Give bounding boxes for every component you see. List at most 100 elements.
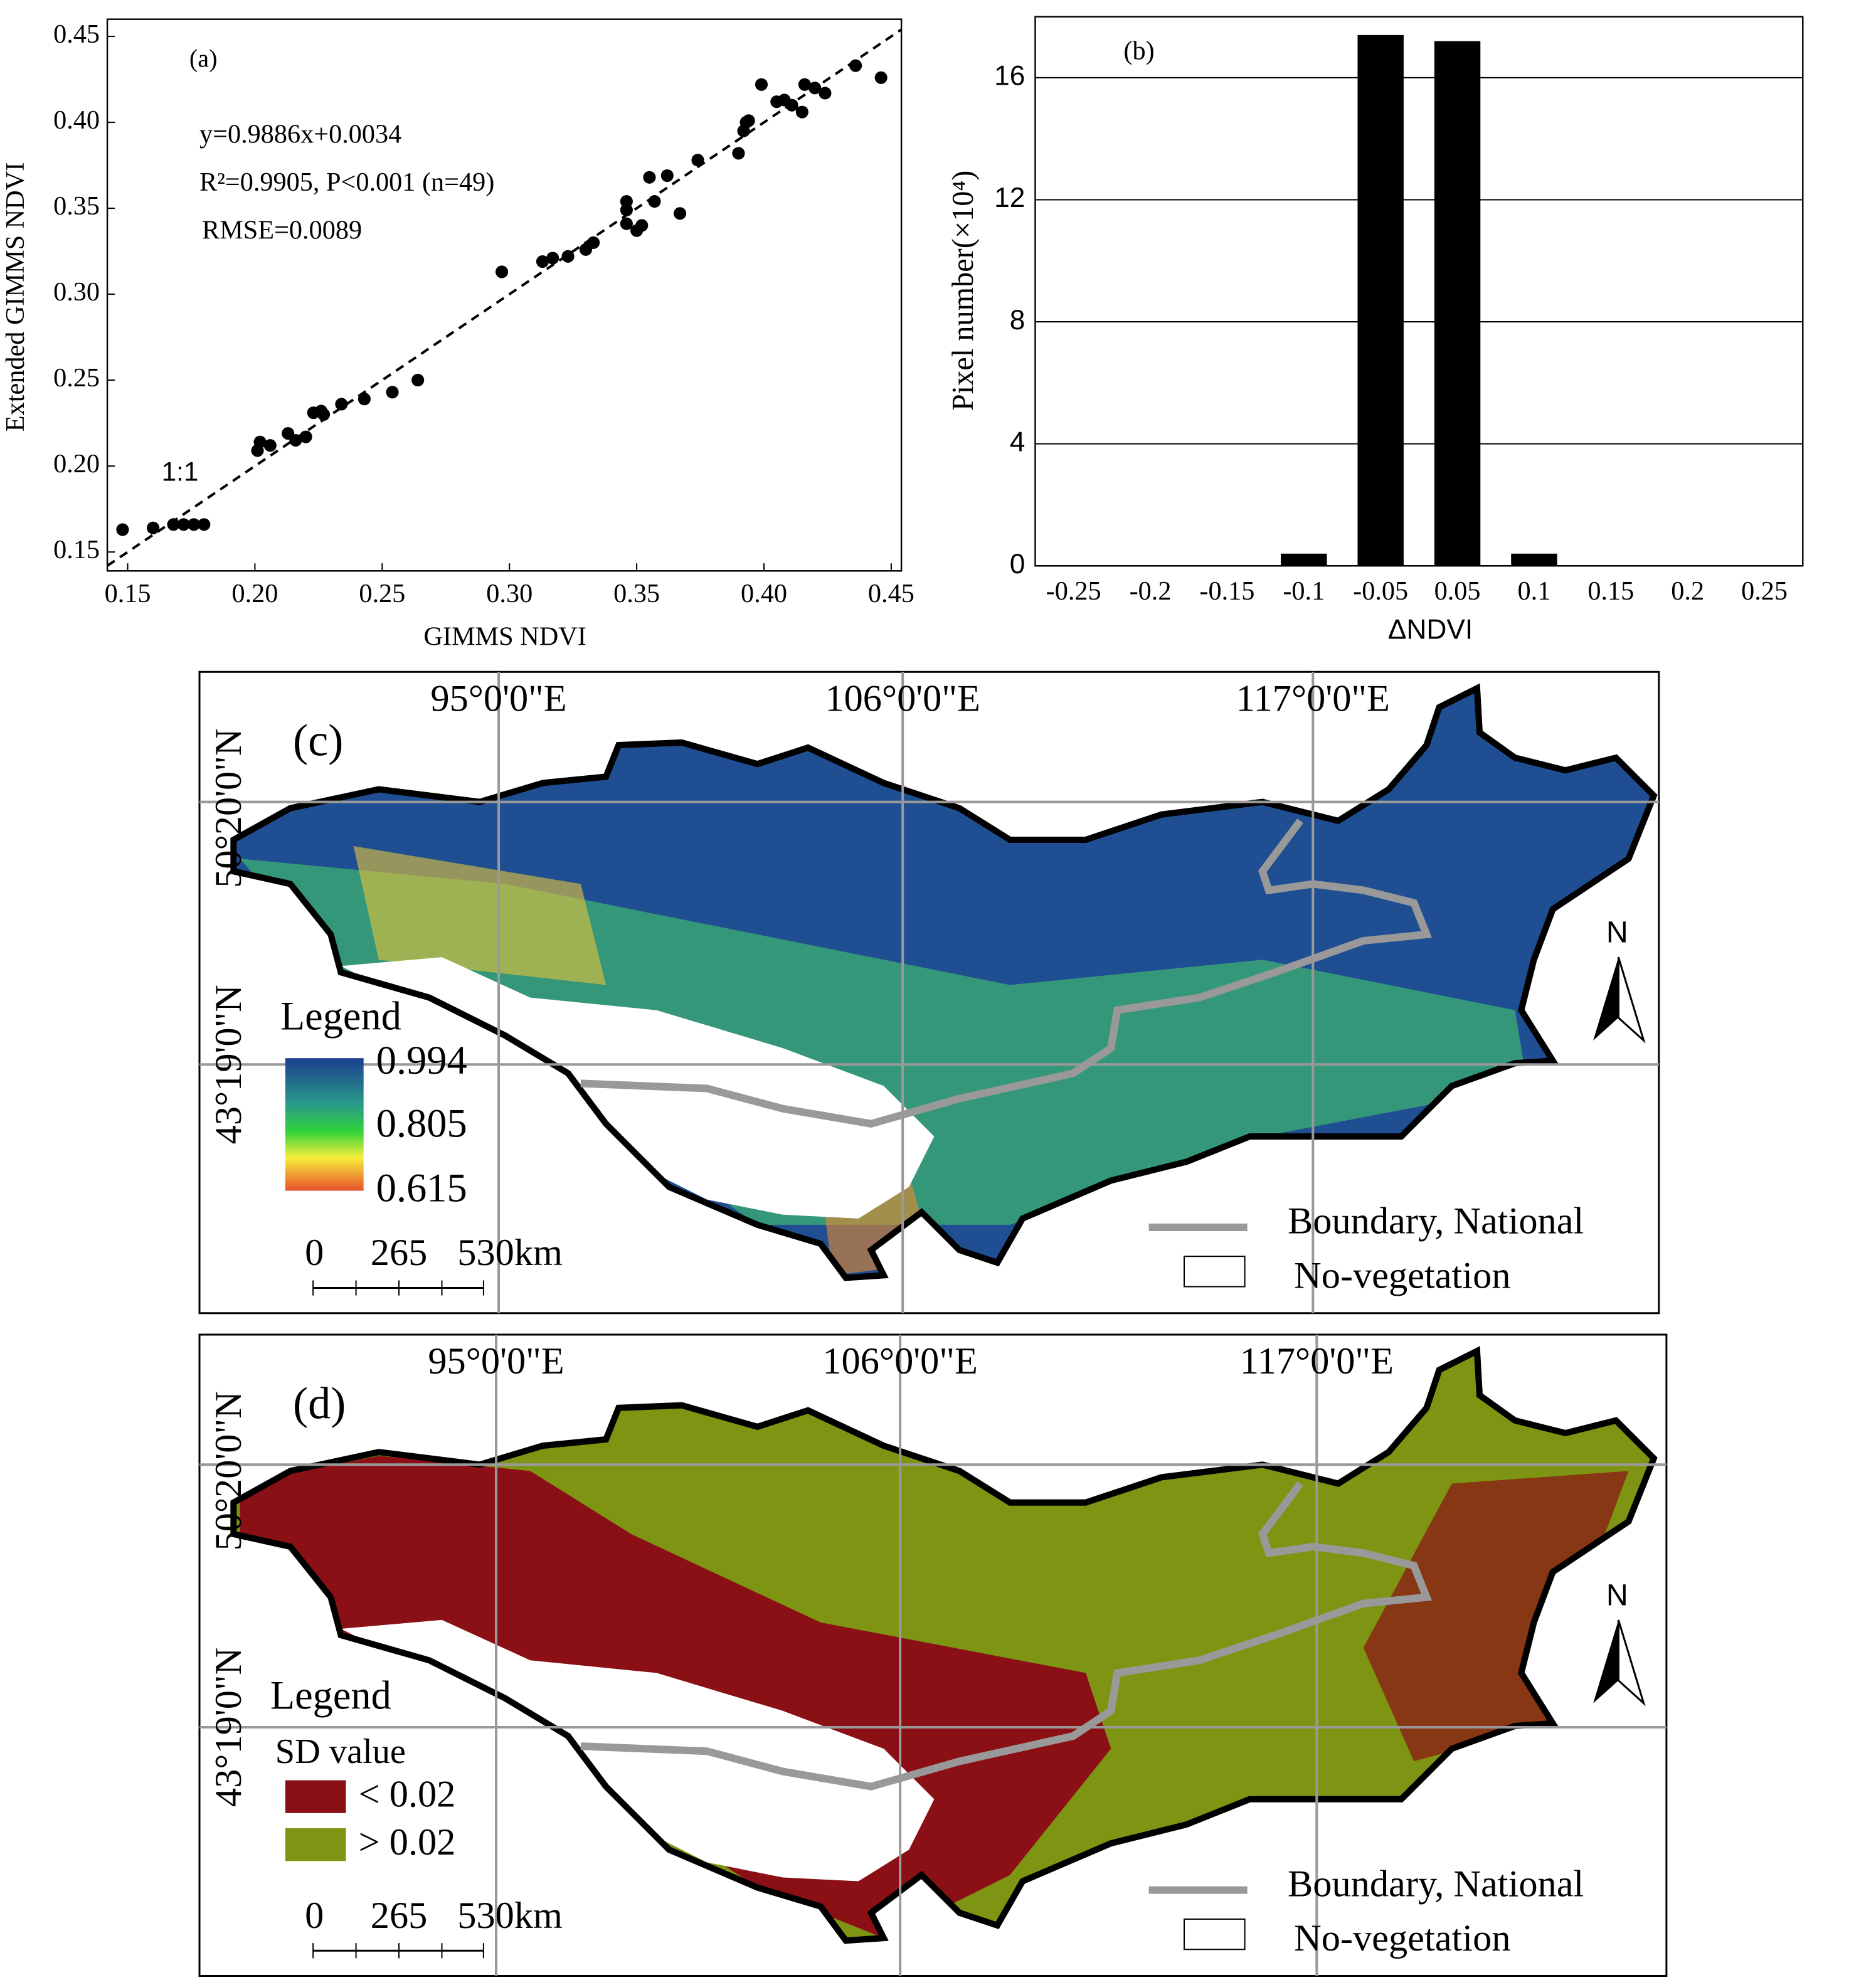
point: [674, 207, 687, 220]
national-boundary: [580, 1481, 1433, 1791]
legend-swatch: [285, 1780, 346, 1813]
bar: [1357, 34, 1404, 566]
legend-title: Legend: [280, 994, 401, 1039]
longitude-label: 117°0'0"E: [1240, 1340, 1394, 1382]
point: [691, 154, 704, 167]
y-tick-label: 8: [1010, 305, 1025, 336]
x-tick-label: 0.20: [231, 579, 278, 608]
longitude-label: 95°0'0"E: [430, 677, 566, 719]
point: [253, 435, 267, 448]
scale-label: 265: [371, 1232, 428, 1274]
north-arrow: [1617, 956, 1646, 1044]
point: [299, 430, 312, 443]
scale-label: 0: [305, 1895, 324, 1937]
point: [177, 518, 190, 531]
point: [648, 195, 661, 208]
x-tick-label: 0.1: [1518, 576, 1551, 606]
point: [116, 523, 129, 536]
y-tick-label: 0: [1010, 549, 1025, 580]
legend-label: Boundary, National: [1288, 1863, 1584, 1905]
region-outline: [230, 683, 1658, 1281]
x-tick-label: -0.15: [1199, 576, 1254, 606]
point: [874, 71, 888, 84]
annotation: R²=0.9905, P<0.001 (n=49): [199, 167, 494, 197]
bar: [1434, 41, 1481, 566]
x-tick-label: 0.30: [486, 579, 533, 608]
point: [198, 518, 211, 531]
point: [742, 114, 755, 127]
x-tick-label: 0.45: [868, 579, 914, 608]
longitude-label: 95°0'0"E: [428, 1340, 564, 1382]
x-tick-label: 0.40: [741, 579, 787, 608]
point: [620, 217, 633, 230]
bar: [1511, 553, 1557, 566]
reference-line: [106, 28, 903, 567]
region-fill: [353, 846, 607, 985]
y-tick-label: 0.15: [53, 535, 100, 564]
national-boundary: [580, 818, 1433, 1128]
y-tick-label: 0.30: [53, 277, 100, 307]
x-tick-label: 0.2: [1671, 576, 1704, 606]
point: [495, 265, 509, 278]
point: [386, 386, 399, 399]
y-tick-label: 0.45: [53, 19, 100, 49]
x-tick-label: -0.05: [1353, 576, 1408, 606]
legend-subtitle: SD value: [275, 1732, 406, 1771]
point: [798, 78, 811, 91]
x-tick-label: 0.15: [1587, 576, 1634, 606]
scale-label: 530km: [457, 1895, 563, 1937]
annotation: RMSE=0.0089: [202, 216, 362, 245]
y-axis-label: Extended GIMMS NDVI: [1, 162, 30, 432]
annotation: 1:1: [162, 457, 199, 486]
point: [411, 374, 425, 387]
latitude-label: 43°19'0"N: [208, 1648, 250, 1807]
point: [536, 255, 549, 268]
y-tick-label: 12: [994, 183, 1025, 213]
point: [335, 398, 348, 411]
x-tick-label: 0.15: [105, 579, 151, 608]
legend-label: No-vegetation: [1294, 1254, 1510, 1296]
legend-label: 0.994: [376, 1038, 467, 1083]
scale-label: 0: [305, 1232, 324, 1274]
point: [732, 147, 745, 160]
plot-frame: [106, 18, 903, 572]
legend-label: 0.805: [376, 1101, 467, 1146]
region-fill: [1363, 1471, 1629, 1762]
legend-label: < 0.02: [359, 1774, 456, 1816]
legend-label: 0.615: [376, 1165, 467, 1210]
x-tick-label: 0.35: [613, 579, 660, 608]
north-arrow: [1617, 1619, 1646, 1707]
point: [808, 82, 822, 95]
annotation: y=0.9886x+0.0034: [199, 120, 401, 149]
point: [187, 518, 201, 531]
point: [849, 59, 862, 72]
point: [289, 433, 302, 447]
north-label: N: [1606, 916, 1628, 950]
point: [587, 236, 600, 249]
legend-swatch: [285, 1828, 346, 1861]
longitude-label: 106°0'0"E: [822, 1340, 978, 1382]
y-tick-label: 4: [1010, 426, 1025, 457]
panel-label: (c): [293, 715, 343, 766]
point: [620, 195, 633, 208]
legend-label: > 0.02: [359, 1821, 456, 1863]
no-vegetation-key: [1183, 1918, 1246, 1951]
y-tick-label: 0.25: [53, 363, 100, 393]
y-tick-label: 0.40: [53, 105, 100, 135]
no-vegetation-key: [1183, 1256, 1246, 1288]
panel-label: (d): [293, 1377, 346, 1428]
x-tick-label: 0.25: [1741, 576, 1788, 606]
panel-label: (a): [189, 44, 218, 72]
x-tick-label: -0.2: [1130, 576, 1172, 606]
plot-frame: [1034, 16, 1804, 567]
point: [755, 78, 768, 91]
bar: [1281, 553, 1327, 566]
legend-label: Boundary, National: [1288, 1200, 1584, 1242]
scale-label: 530km: [457, 1232, 563, 1274]
region-fill: [233, 1351, 1654, 1941]
longitude-label: 106°0'0"E: [825, 677, 980, 719]
latitude-label: 43°19'0"N: [208, 985, 250, 1144]
point: [147, 521, 160, 534]
longitude-label: 117°0'0"E: [1236, 677, 1390, 719]
